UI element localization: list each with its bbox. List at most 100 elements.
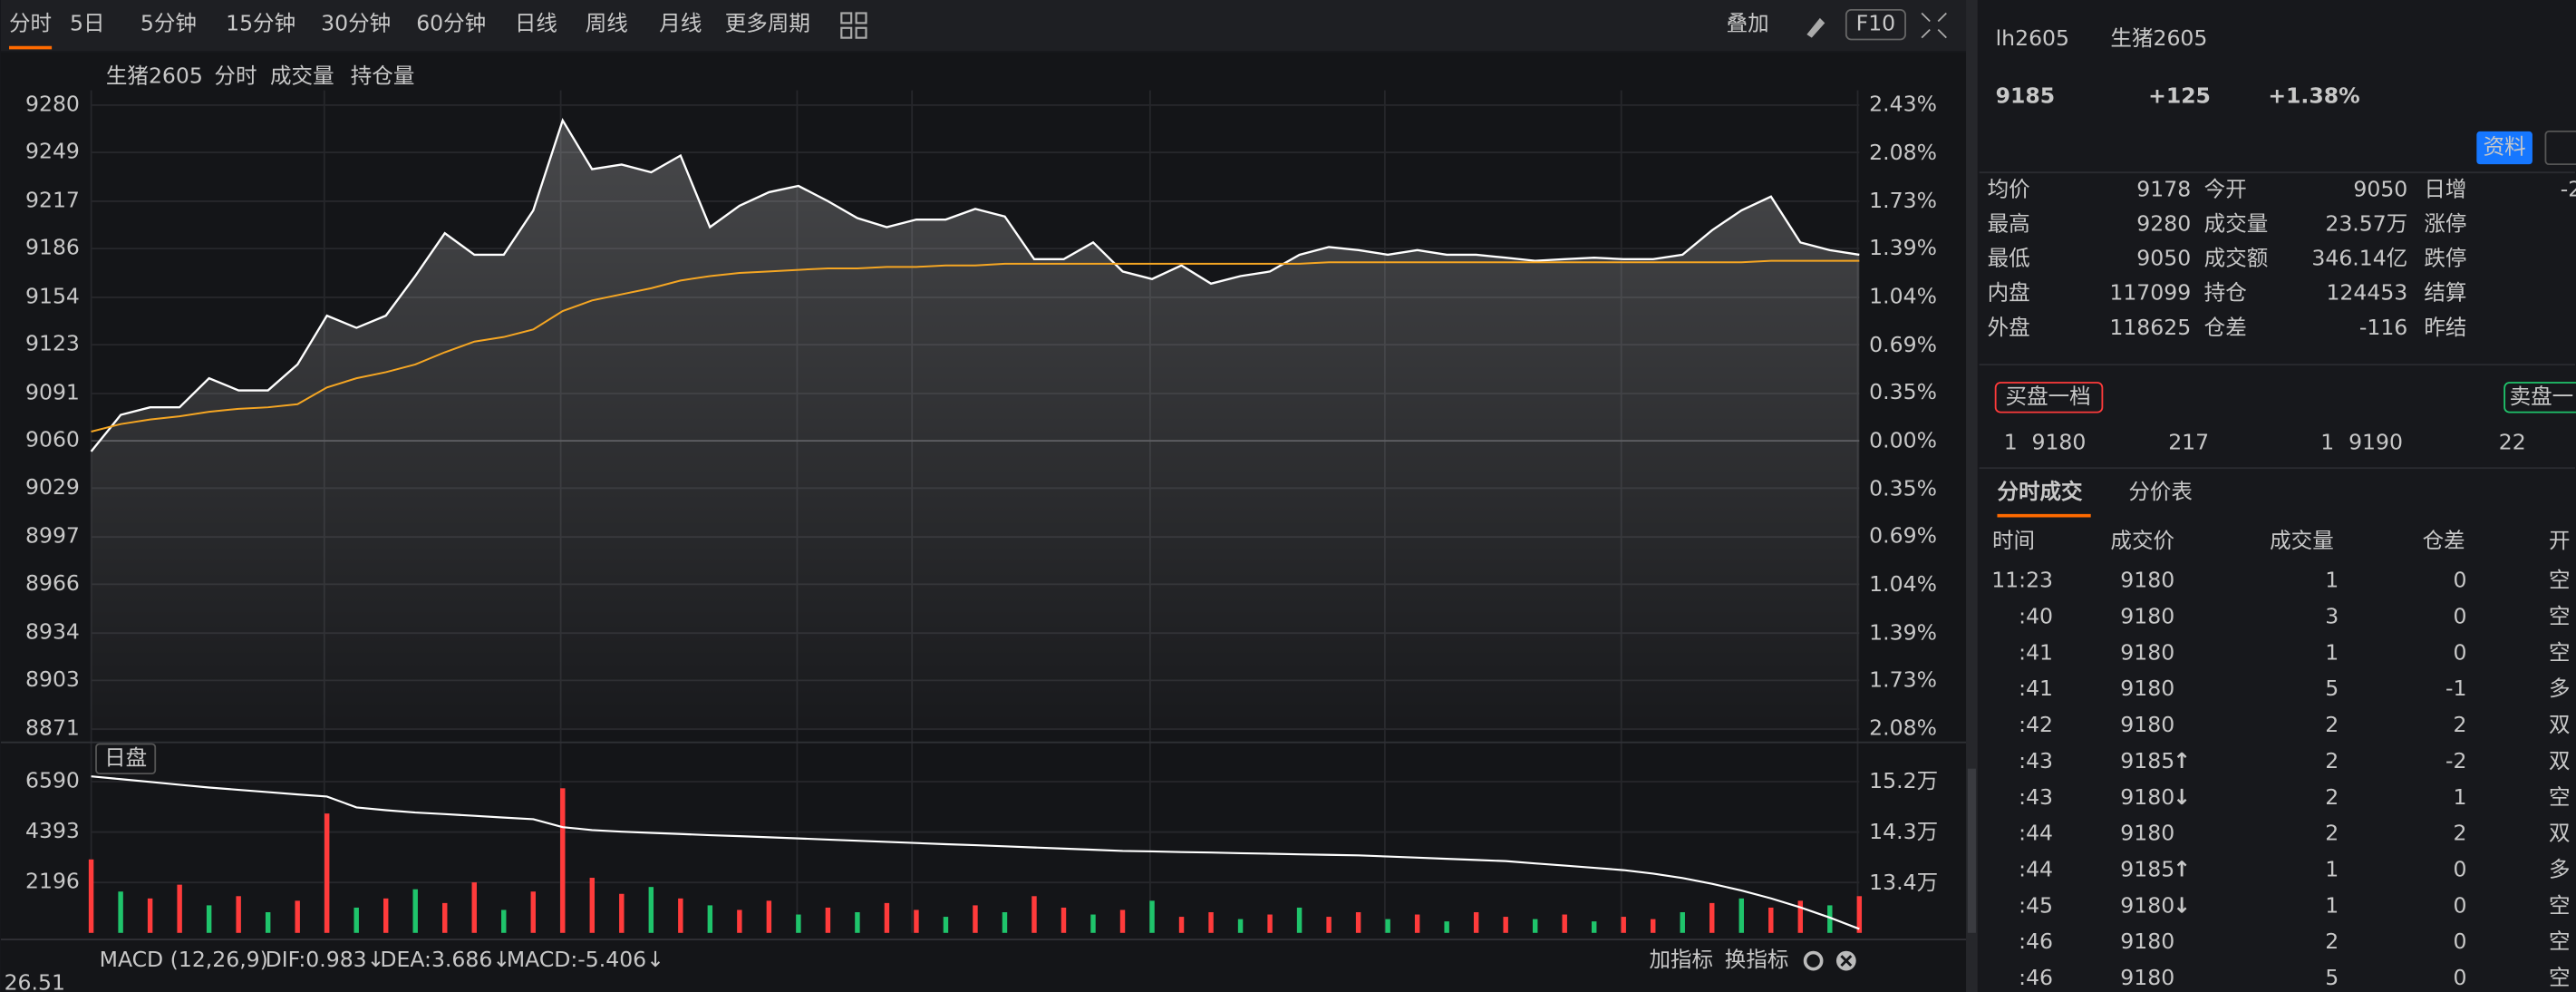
volume-bar xyxy=(118,891,123,933)
switch-indicator[interactable]: 换指标 xyxy=(1725,947,1789,972)
splitter[interactable] xyxy=(1966,0,1978,992)
volume-bar xyxy=(1178,917,1185,933)
session-label: 日盘 xyxy=(104,744,147,770)
volume-bar xyxy=(1090,914,1096,933)
trade-price: 9185 xyxy=(2120,856,2174,881)
volume-bar xyxy=(648,887,654,933)
volume-bar xyxy=(236,896,241,933)
volume-bar xyxy=(295,900,300,933)
y2-tick-label: 2.08% xyxy=(1869,140,1937,165)
legend-item[interactable]: 持仓量 xyxy=(351,63,415,89)
y2-tick-label: 0.35% xyxy=(1869,379,1937,404)
macd-value: MACD:-5.406↓ xyxy=(507,947,664,972)
macd-tick: 26.51 xyxy=(5,969,65,992)
price-area xyxy=(91,120,1860,730)
trade-price: 9185 xyxy=(2120,748,2174,773)
table-header: 仓差 xyxy=(2423,528,2465,553)
trade-oi: 0 xyxy=(2453,639,2466,665)
trade-volume: 5 xyxy=(2325,676,2339,701)
y-tick-label: 4393 xyxy=(25,818,80,843)
volume-bar xyxy=(825,907,831,933)
f10-button[interactable] xyxy=(1845,8,1906,41)
y2-tick-label: 1.39% xyxy=(1869,235,1937,260)
period-tab[interactable]: 5分钟 xyxy=(140,11,197,36)
period-button[interactable] xyxy=(2544,130,2576,166)
overlay-button[interactable]: 叠加 xyxy=(1727,11,1769,36)
volume-bar xyxy=(1208,912,1214,933)
code: lh2605 xyxy=(1996,25,2069,51)
add-indicator[interactable]: 加指标 xyxy=(1649,947,1713,972)
volume-bar xyxy=(147,898,153,933)
period-tab[interactable]: 分时 xyxy=(9,11,52,36)
y2-tick-label: 0.69% xyxy=(1869,523,1937,549)
grid-icon[interactable] xyxy=(840,12,867,39)
stat-label: 成交额 xyxy=(2204,246,2269,271)
trade-type: 双 xyxy=(2549,821,2571,846)
y-tick-label: 9123 xyxy=(25,331,80,356)
y-tick-label: 9186 xyxy=(25,235,80,260)
name: 生猪2605 xyxy=(2110,25,2207,51)
trade-price: 9180 xyxy=(2120,568,2174,593)
trade-oi: 0 xyxy=(2453,856,2466,881)
tab[interactable]: 分时成交 xyxy=(1997,479,2083,504)
trade-volume: 2 xyxy=(2325,929,2339,954)
table-header: 开 xyxy=(2549,528,2571,553)
trade-oi: -1 xyxy=(2445,676,2466,701)
volume-bar xyxy=(1149,900,1155,933)
trade-volume: 1 xyxy=(2325,639,2339,665)
period-tab[interactable]: 更多周期 xyxy=(725,11,810,36)
bid-box xyxy=(1994,382,2104,413)
level-price: 9180 xyxy=(2032,430,2087,455)
stat-value: 118625 xyxy=(2109,315,2191,340)
legend-name: 生猪2605 xyxy=(106,63,203,89)
info-button[interactable] xyxy=(2476,131,2532,165)
trade-type: 空 xyxy=(2549,784,2571,810)
trade-time: :42 xyxy=(2019,712,2053,737)
average-line xyxy=(91,259,1860,433)
volume-bar xyxy=(1591,921,1597,933)
trade-type: 双 xyxy=(2549,712,2571,737)
settings-icons[interactable] xyxy=(1803,950,1856,971)
scrollbar[interactable] xyxy=(1967,768,1976,933)
period-tab[interactable]: 周线 xyxy=(586,11,628,36)
volume-bar xyxy=(707,905,713,933)
macd-dea: DEA:3.686↓ xyxy=(380,947,510,972)
period-tab[interactable]: 30分钟 xyxy=(321,11,391,36)
y-tick-label: 9091 xyxy=(25,379,80,404)
y2-tick-label: 15.2万 xyxy=(1869,768,1938,793)
period-tab[interactable]: 日线 xyxy=(515,11,557,36)
trade-type: 多 xyxy=(2549,856,2571,881)
y-tick-label: 8934 xyxy=(25,619,80,645)
volume-bar xyxy=(1680,912,1685,933)
trade-price: 9180 xyxy=(2120,639,2174,665)
period-tab[interactable]: 15分钟 xyxy=(226,11,295,36)
level-volume: 22 xyxy=(2499,430,2526,455)
trade-time: :43 xyxy=(2019,748,2053,773)
y-tick-label: 9154 xyxy=(25,283,80,308)
volume-bar xyxy=(383,898,389,933)
draw-icon[interactable] xyxy=(1806,17,1825,38)
legend-item[interactable]: 成交量 xyxy=(270,63,334,89)
y-tick-label: 8903 xyxy=(25,666,80,692)
info-label[interactable]: 资料 xyxy=(2484,134,2526,160)
y-tick-label: 8997 xyxy=(25,523,80,549)
macd-dif: DIF:0.983↓ xyxy=(266,947,385,972)
trade-volume: 1 xyxy=(2325,856,2339,881)
volume-bar xyxy=(1797,900,1804,933)
volume-bar xyxy=(1621,917,1626,933)
y-tick-label: 8871 xyxy=(25,715,80,741)
period-tab[interactable]: 月线 xyxy=(659,11,702,36)
period-tab[interactable]: 60分钟 xyxy=(416,11,486,36)
tab[interactable]: 分价表 xyxy=(2128,479,2193,504)
f10-label[interactable]: F10 xyxy=(1856,11,1895,36)
volume-bar xyxy=(589,878,596,933)
stat-label: 日增 xyxy=(2424,177,2466,202)
fullscreen-icon[interactable] xyxy=(1921,12,1947,39)
period-tab[interactable]: 5日 xyxy=(70,11,105,36)
legend-item[interactable]: 分时 xyxy=(214,63,257,89)
level-volume: 217 xyxy=(2168,430,2209,455)
open-interest-line xyxy=(91,775,1860,930)
y2-tick-label: 1.39% xyxy=(1869,619,1937,645)
